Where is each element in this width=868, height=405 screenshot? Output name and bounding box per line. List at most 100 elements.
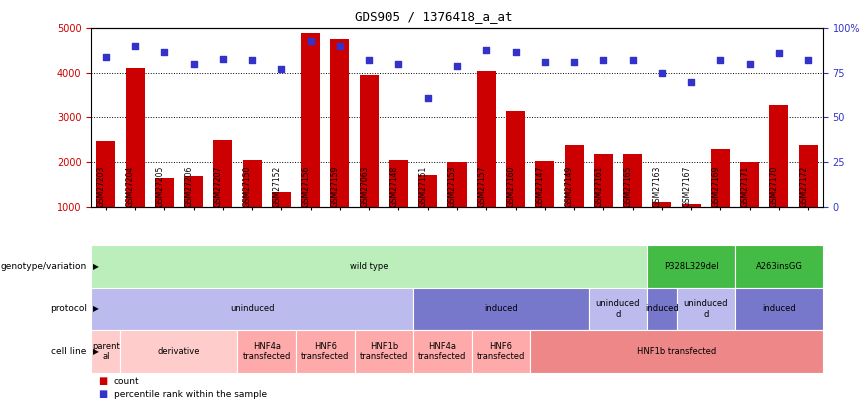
Bar	[331, 40, 350, 207]
Text: GSM27204: GSM27204	[126, 165, 135, 207]
Bar	[769, 105, 788, 207]
Text: GSM27149: GSM27149	[565, 165, 574, 207]
Text: GSM27170: GSM27170	[770, 165, 779, 207]
Text: induced: induced	[762, 304, 796, 313]
Text: GSM27147: GSM27147	[536, 165, 545, 207]
Text: wild type: wild type	[350, 262, 389, 271]
Text: HNF1b transfected: HNF1b transfected	[637, 347, 716, 356]
Text: HNF4a
transfected: HNF4a transfected	[242, 342, 291, 361]
Point	[187, 61, 201, 67]
Text: ■: ■	[98, 376, 108, 386]
Text: GSM27207: GSM27207	[214, 165, 223, 207]
Text: cell line: cell line	[51, 347, 87, 356]
Point	[304, 38, 318, 44]
Text: GSM27165: GSM27165	[623, 165, 633, 207]
Point	[391, 61, 405, 67]
Point	[772, 50, 786, 57]
Text: GSM27171: GSM27171	[740, 165, 750, 207]
Point	[801, 57, 815, 64]
Bar	[126, 68, 145, 207]
Text: GSM27156: GSM27156	[302, 165, 311, 207]
Bar	[623, 154, 642, 207]
Text: genotype/variation: genotype/variation	[1, 262, 87, 271]
Bar	[214, 140, 233, 207]
Text: count: count	[114, 377, 140, 386]
Point	[713, 57, 727, 64]
Bar	[506, 111, 525, 207]
Bar	[740, 162, 760, 207]
Text: HNF4a
transfected: HNF4a transfected	[418, 342, 467, 361]
Point	[274, 66, 288, 72]
Point	[626, 57, 640, 64]
Point	[450, 62, 464, 69]
Text: GSM27063: GSM27063	[360, 165, 369, 207]
Text: GSM27160: GSM27160	[507, 165, 516, 207]
Point	[538, 59, 552, 66]
Text: uninduced
d: uninduced d	[683, 299, 728, 318]
Text: GSM27206: GSM27206	[185, 165, 194, 207]
Bar	[155, 178, 174, 207]
Text: GSM27203: GSM27203	[96, 165, 106, 207]
Text: GSM27169: GSM27169	[712, 165, 720, 207]
Text: GSM27205: GSM27205	[155, 165, 164, 207]
Bar	[536, 161, 555, 207]
Point	[245, 57, 259, 64]
Point	[333, 43, 347, 49]
Point	[655, 70, 669, 76]
Text: ▶: ▶	[93, 304, 99, 313]
Text: GSM27163: GSM27163	[653, 165, 662, 207]
Bar	[653, 202, 671, 207]
Text: GSM27172: GSM27172	[799, 165, 808, 207]
Text: P328L329del: P328L329del	[664, 262, 719, 271]
Text: induced: induced	[484, 304, 518, 313]
Text: percentile rank within the sample: percentile rank within the sample	[114, 390, 266, 399]
Text: HNF1b
transfected: HNF1b transfected	[359, 342, 408, 361]
Point	[567, 59, 581, 66]
Text: GSM27150: GSM27150	[243, 165, 252, 207]
Bar	[418, 175, 437, 207]
Text: ■: ■	[98, 390, 108, 399]
Point	[362, 57, 376, 64]
Text: HNF6
transfected: HNF6 transfected	[477, 342, 525, 361]
Text: parent
al: parent al	[92, 342, 120, 361]
Text: ▶: ▶	[93, 347, 99, 356]
Text: GSM27167: GSM27167	[682, 165, 691, 207]
Bar	[243, 160, 261, 207]
Bar	[184, 176, 203, 207]
Bar	[799, 145, 818, 207]
Text: GSM27152: GSM27152	[273, 165, 281, 207]
Text: GSM27161: GSM27161	[595, 165, 603, 207]
Text: ▶: ▶	[93, 262, 99, 271]
Bar	[681, 205, 700, 207]
Point	[157, 48, 171, 55]
Text: protocol: protocol	[49, 304, 87, 313]
Bar	[272, 192, 291, 207]
Text: GSM27159: GSM27159	[331, 165, 340, 207]
Bar	[711, 149, 730, 207]
Text: uninduced: uninduced	[230, 304, 274, 313]
Point	[216, 55, 230, 62]
Point	[509, 48, 523, 55]
Text: GSM27151: GSM27151	[418, 165, 428, 207]
Point	[421, 95, 435, 101]
Point	[684, 79, 698, 85]
Text: GSM27148: GSM27148	[390, 165, 398, 207]
Point	[743, 61, 757, 67]
Text: GSM27157: GSM27157	[477, 165, 486, 207]
Text: A263insGG: A263insGG	[755, 262, 802, 271]
Text: GDS905 / 1376418_a_at: GDS905 / 1376418_a_at	[355, 10, 513, 23]
Bar	[477, 71, 496, 207]
Text: derivative: derivative	[158, 347, 201, 356]
Text: HNF6
transfected: HNF6 transfected	[301, 342, 350, 361]
Text: GSM27153: GSM27153	[448, 165, 457, 207]
Bar	[448, 162, 466, 207]
Point	[128, 43, 142, 49]
Point	[99, 53, 113, 60]
Bar	[96, 141, 115, 207]
Bar	[564, 145, 583, 207]
Text: uninduced
d: uninduced d	[595, 299, 641, 318]
Point	[596, 57, 610, 64]
Text: induced: induced	[645, 304, 679, 313]
Bar	[389, 160, 408, 207]
Bar	[301, 33, 320, 207]
